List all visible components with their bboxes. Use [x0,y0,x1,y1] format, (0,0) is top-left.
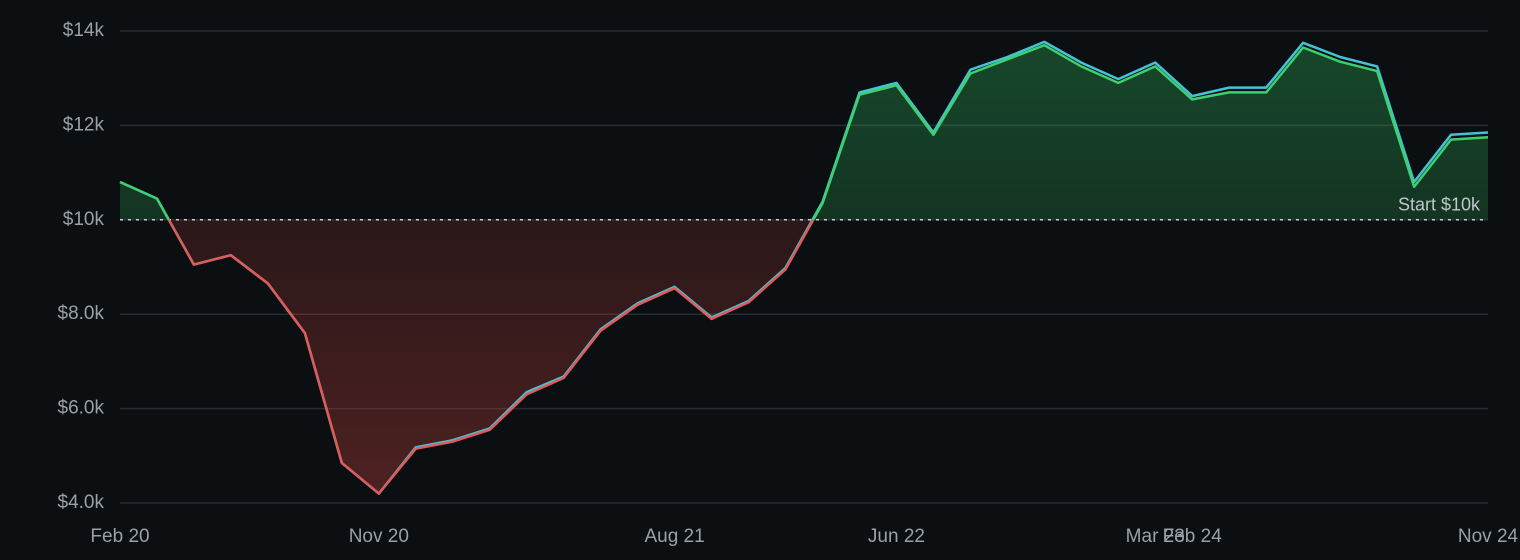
area-above [120,45,1488,220]
y-tick-label: $4.0k [58,492,105,513]
x-tick-label: Nov 24 [1458,526,1519,547]
x-tick-label: Aug 21 [644,526,704,547]
y-tick-label: $6.0k [58,398,105,419]
series-line-below [167,219,815,495]
y-tick-label: $14k [63,20,105,41]
x-tick-label: Mar 23 [1126,526,1185,547]
series-line-above [119,43,1489,220]
y-tick-label: $8.0k [58,303,105,324]
y-tick-label: $10k [63,209,105,230]
x-tick-label: Feb 24 [1163,526,1223,547]
y-tick-label: $12k [63,114,105,135]
reference-label: Start $10k [1398,195,1481,215]
area-below [168,219,814,494]
x-tick-label: Feb 20 [90,526,149,547]
x-tick-label: Nov 20 [349,526,409,547]
x-tick-label: Jun 22 [868,526,925,547]
